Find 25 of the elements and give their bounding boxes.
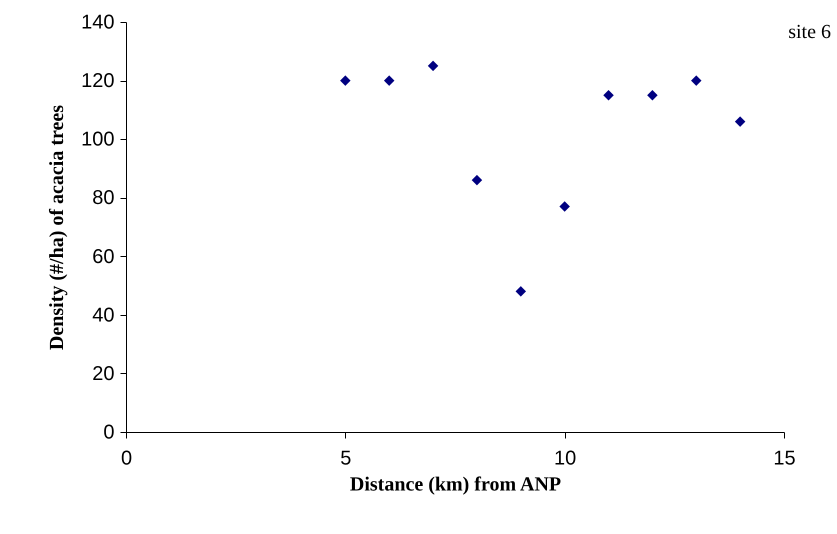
point (734, 116, 746, 127)
y-tick-label: 100 (81, 128, 114, 151)
y-tick-label: 20 (92, 362, 114, 385)
y-tick-label: 0 (103, 422, 114, 444)
point (516, 286, 526, 297)
point (472, 174, 482, 186)
point (603, 90, 614, 100)
x-tick-label: 15 (773, 448, 796, 470)
point (691, 75, 702, 86)
point (428, 60, 438, 72)
x-tick-label: 0 (120, 448, 132, 470)
y-tick-label: 140 (81, 12, 114, 34)
y-tick-label: 80 (92, 187, 114, 210)
text: site 6 (788, 21, 831, 43)
point (384, 75, 394, 86)
y-axis-title: Density (#/ha) of acacia trees (46, 104, 68, 350)
point (559, 201, 570, 212)
x-axis-title: Distance (km) from ANP (350, 474, 562, 496)
point (647, 90, 658, 100)
y-tick-label: 120 (81, 70, 114, 92)
y-tick-label: 40 (92, 304, 114, 326)
x-tick-label: 10 (554, 448, 576, 470)
y-tick-label: 60 (92, 246, 114, 268)
point (340, 75, 351, 86)
x-tick-label: 5 (340, 448, 352, 470)
